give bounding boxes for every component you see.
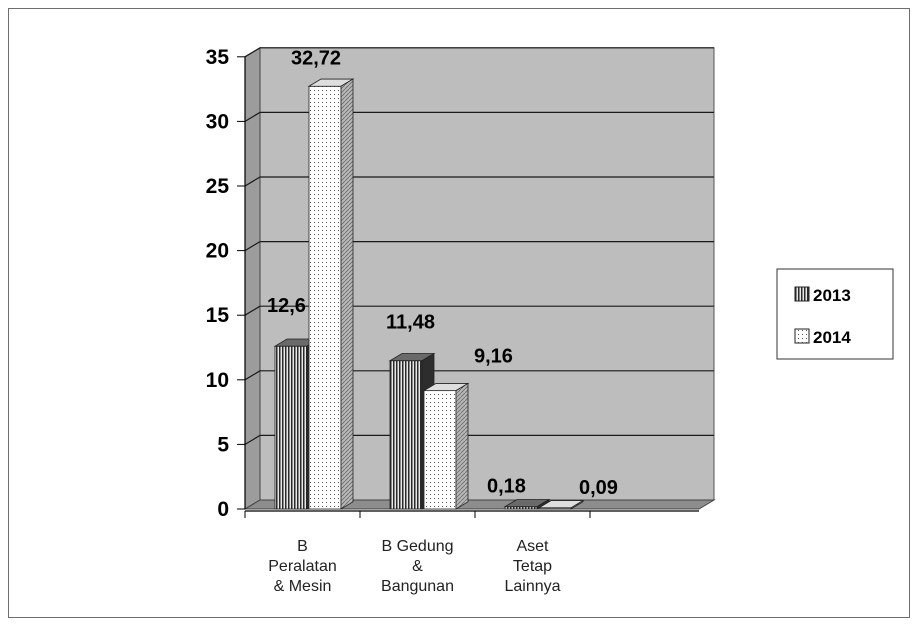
bar-2013-face (389, 360, 423, 510)
legend-label: 2013 (813, 286, 851, 305)
legend (776, 268, 894, 360)
y-tick-label: 15 (206, 304, 230, 327)
y-tick-label: 0 (217, 498, 229, 521)
bar-2014-0 (307, 78, 355, 510)
y-tick-label: 25 (206, 175, 230, 198)
y-tick-label: 30 (206, 110, 229, 133)
chart-frame: 0 5 10 15 20 25 30 35 12,6 32,72 B Peralatan & Mesi… (8, 8, 910, 618)
gridline-side (244, 176, 261, 187)
data-label: 0,18 (487, 476, 526, 498)
legend-label: 2014 (813, 328, 851, 347)
gridline-side (244, 241, 261, 252)
category-label: & (412, 558, 423, 575)
bar-2014-side (340, 78, 354, 510)
data-label: 32,72 (291, 47, 341, 69)
gridline-side (244, 47, 261, 58)
category-label: Tetap (513, 558, 552, 575)
category-label: Bangunan (381, 578, 454, 595)
y-tick-label: 5 (217, 433, 229, 456)
bar-2014-face (308, 85, 342, 510)
y-tick-label: 35 (206, 46, 230, 69)
y-tick-label: 20 (206, 240, 229, 263)
data-label: 12,6 (267, 295, 306, 317)
bar-chart: 0 5 10 15 20 25 30 35 12,6 32,72 B Peralatan & Mesi… (206, 46, 894, 595)
category-label: B (297, 538, 308, 555)
bar-2014-2 (537, 499, 585, 510)
gridline-side (244, 111, 261, 122)
category-label: B Gedung (381, 538, 453, 555)
data-label: 9,16 (474, 346, 513, 368)
category-label: Aset (516, 538, 549, 555)
bar-2013-face (274, 345, 308, 510)
legend-swatch-2013 (794, 286, 810, 302)
legend-swatch-2014 (794, 328, 810, 344)
category-label: Lainnya (504, 578, 560, 595)
y-tick-label: 10 (206, 369, 229, 392)
data-label: 0,09 (579, 477, 618, 499)
category-label: & Mesin (274, 578, 332, 595)
bar-2014-side (570, 499, 584, 510)
gridline-side (244, 305, 261, 316)
gridline-side (244, 434, 261, 445)
bar-2014-1 (422, 382, 470, 510)
data-label: 11,48 (386, 312, 435, 334)
gridline-side (244, 370, 261, 381)
bar-2014-side (455, 382, 469, 510)
bar-2014-face (423, 390, 457, 510)
category-label: Peralatan (268, 558, 337, 575)
